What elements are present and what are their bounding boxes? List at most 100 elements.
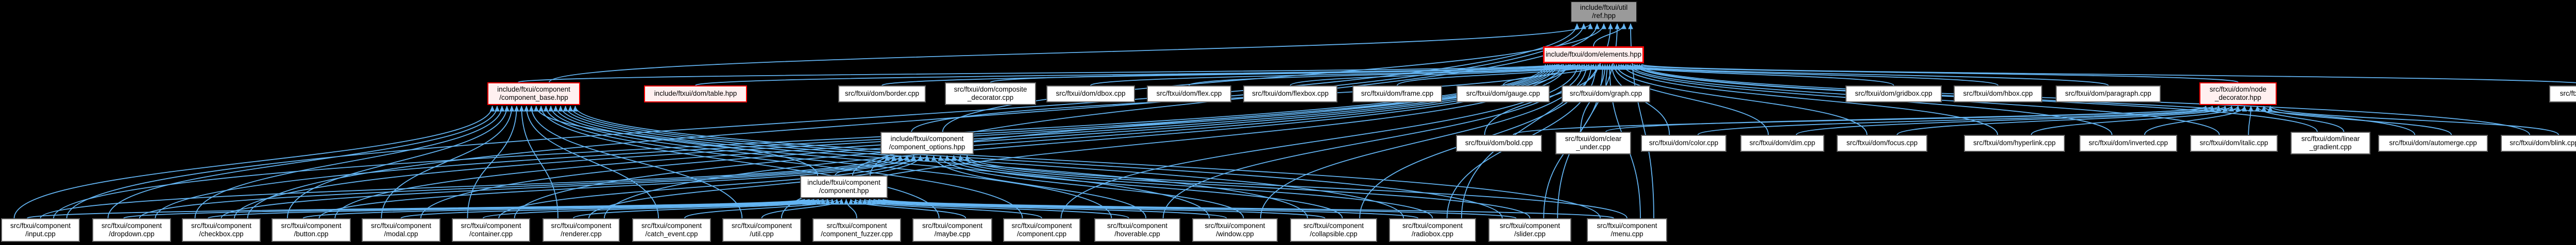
edge-maybe-cpp-to-component-base-hpp (538, 106, 940, 219)
graph-node-bold-cpp[interactable]: src/ftxui/dom/bold.cpp (1456, 135, 1542, 152)
edge-radiobox-cpp-to-component-hpp (871, 199, 1419, 219)
graph-node-window-cpp[interactable]: src/ftxui/component /window.cpp (1192, 218, 1278, 242)
graph-node-hoverable-cpp[interactable]: src/ftxui/component /hoverable.cpp (1094, 218, 1180, 242)
edge-component-base-hpp-to-ref-hpp (549, 23, 1593, 83)
edge-italic-cpp-to-node-decorator-hpp (2248, 106, 2254, 135)
edge-paragraph-cpp-to-elements-hpp (1623, 64, 2109, 86)
edge-radiobox-cpp-to-component-options-hpp (951, 155, 1433, 219)
graph-node-collapsible-cpp[interactable]: src/ftxui/component /collapsible.cpp (1290, 218, 1377, 242)
graph-node-italic-cpp[interactable]: src/ftxui/dom/italic.cpp (2190, 135, 2278, 152)
graph-node-flexbox-cpp[interactable]: src/ftxui/dom/flexbox.cpp (1243, 85, 1337, 102)
edge-elements-hpp-to-ref-hpp (1593, 23, 1627, 47)
edge-component-hpp-to-component-base-hpp (533, 106, 818, 176)
edge-hoverable-cpp-to-elements-hpp (1162, 64, 1585, 219)
edge-checkbox-cpp-to-component-hpp (208, 199, 817, 219)
edge-input-cpp-to-ref-hpp (66, 23, 1580, 219)
graph-node-hbox-cpp[interactable]: src/ftxui/dom/hbox.cpp (1954, 85, 2042, 102)
graph-node-maybe-cpp[interactable]: src/ftxui/component /maybe.cpp (912, 218, 992, 242)
graph-node-checkbox-cpp[interactable]: src/ftxui/component /checkbox.cpp (182, 218, 261, 242)
edge-button-cpp-to-component-hpp (302, 199, 821, 219)
graph-node-table-hpp[interactable]: include/ftxui/dom/table.hpp (644, 85, 747, 102)
graph-node-frame-cpp[interactable]: src/ftxui/dom/frame.cpp (1352, 85, 1442, 102)
edge-dim-cpp-to-node-decorator-hpp (1795, 106, 2228, 135)
edge-slider-cpp-to-component-base-hpp (568, 106, 1503, 219)
graph-node-graph-cpp[interactable]: src/ftxui/dom/graph.cpp (1562, 85, 1650, 102)
graph-node-paragraph-cpp[interactable]: src/ftxui/dom/paragraph.cpp (2056, 85, 2161, 102)
edge-input-cpp-to-component-base-hpp (13, 106, 495, 219)
edge-checkbox-cpp-to-component-base-hpp (194, 106, 505, 219)
edge-hyperlink-cpp-to-node-decorator-hpp (2030, 106, 2241, 135)
graph-node-button-cpp[interactable]: src/ftxui/component /button.cpp (272, 218, 351, 242)
graph-node-dim-cpp[interactable]: src/ftxui/dom/dim.cpp (1740, 135, 1824, 152)
edge-menu-cpp-to-component-hpp (880, 199, 1614, 219)
edge-collapsible-cpp-to-component-hpp (867, 199, 1326, 219)
edge-window-cpp-to-component-options-hpp (938, 155, 1244, 219)
graph-node-dbox-cpp[interactable]: src/ftxui/dom/dbox.cpp (1046, 85, 1135, 102)
graph-node-inverted-cpp[interactable]: src/ftxui/dom/inverted.cpp (2079, 135, 2177, 152)
graph-node-dropdown-cpp[interactable]: src/ftxui/component /dropdown.cpp (92, 218, 171, 242)
graph-node-canvas-cpp[interactable]: src/ftxui/dom/canvas.cpp (2549, 85, 2576, 102)
edge-color-cpp-to-node-decorator-hpp (1697, 106, 2222, 135)
graph-node-component-fuzzer-cpp[interactable]: src/ftxui/component /component_fuzzer.cp… (812, 218, 901, 242)
graph-node-focus-cpp[interactable]: src/ftxui/dom/focus.cpp (1837, 135, 1927, 152)
graph-node-menu-cpp[interactable]: src/ftxui/component /menu.cpp (1587, 218, 1667, 242)
edge-slider-cpp-to-component-options-hpp (958, 155, 1531, 219)
edge-inverted-cpp-to-node-decorator-hpp (2144, 106, 2247, 135)
graph-node-component-base-hpp[interactable]: include/ftxui/component /component_base.… (487, 82, 580, 105)
edge-canvas-cpp-to-elements-hpp (1639, 64, 2576, 83)
graph-node-node-decorator-hpp[interactable]: src/ftxui/dom/node _decorator.hpp (2199, 82, 2277, 105)
edge-container-cpp-to-component-base-hpp (467, 106, 519, 219)
graph-node-blink-cpp[interactable]: src/ftxui/dom/blink.cpp (2501, 135, 2576, 152)
graph-node-border-cpp[interactable]: src/ftxui/dom/border.cpp (838, 85, 926, 102)
edge-modal-cpp-to-component-base-hpp (381, 106, 515, 219)
edge-focus-cpp-to-elements-hpp (1614, 64, 1868, 135)
edge-dropdown-cpp-to-component-base-hpp (107, 106, 500, 219)
graph-node-ref-hpp[interactable]: include/ftxui/util /ref.hpp (1570, 1, 1637, 23)
edge-dropdown-cpp-to-component-options-hpp (139, 155, 896, 219)
edge-container-cpp-to-component-hpp (482, 199, 831, 219)
edge-blink-cpp-to-node-decorator-hpp (2267, 106, 2559, 135)
graph-node-radiobox-cpp[interactable]: src/ftxui/component /radiobox.cpp (1389, 218, 1476, 242)
edge-checkbox-cpp-to-component-options-hpp (221, 155, 903, 219)
graph-node-catch-event-cpp[interactable]: src/ftxui/component /catch_event.cpp (632, 218, 711, 242)
edge-composite-decorator-cpp-to-elements-hpp (990, 64, 1578, 83)
graph-node-clear-under-cpp[interactable]: src/ftxui/dom/clear _under.cpp (1555, 132, 1631, 154)
graph-node-renderer-cpp[interactable]: src/ftxui/component /renderer.cpp (543, 218, 620, 242)
graph-node-util-cpp[interactable]: src/ftxui/component /util.cpp (722, 218, 801, 242)
graph-node-hyperlink-cpp[interactable]: src/ftxui/dom/hyperlink.cpp (1964, 135, 2065, 152)
edge-checkbox-cpp-to-ref-hpp (247, 23, 1586, 219)
edge-modal-cpp-to-component-hpp (400, 199, 826, 219)
graph-node-color-cpp[interactable]: src/ftxui/dom/color.cpp (1641, 135, 1726, 152)
edge-input-cpp-to-elements-hpp (53, 64, 1548, 219)
edge-container-cpp-to-component-options-hpp (498, 155, 917, 219)
edge-component-cpp-to-component-base-hpp (543, 106, 1023, 219)
graph-node-composite-decorator-cpp[interactable]: src/ftxui/dom/composite _decorator.cpp (945, 82, 1036, 105)
graph-node-gauge-cpp[interactable]: src/ftxui/dom/gauge.cpp (1456, 85, 1550, 102)
edge-catch-event-cpp-to-component-hpp (684, 199, 840, 219)
graph-node-input-cpp[interactable]: src/ftxui/component /input.cpp (1, 218, 80, 242)
graph-node-linear-gradient-cpp[interactable]: src/ftxui/dom/linear _gradient.cpp (2291, 132, 2370, 154)
graph-node-modal-cpp[interactable]: src/ftxui/component /modal.cpp (362, 218, 440, 242)
edge-radiobox-cpp-to-component-base-hpp (563, 106, 1404, 219)
graph-node-component-options-hpp[interactable]: include/ftxui/component /component_optio… (880, 132, 974, 154)
graph-node-slider-cpp[interactable]: src/ftxui/component /slider.cpp (1488, 218, 1571, 242)
graph-node-container-cpp[interactable]: src/ftxui/component /container.cpp (452, 218, 530, 242)
graph-node-automerge-cpp[interactable]: src/ftxui/dom/automerge.cpp (2378, 135, 2488, 152)
graph-node-flex-cpp[interactable]: src/ftxui/dom/flex.cpp (1147, 85, 1231, 102)
edge-collapsible-cpp-to-component-base-hpp (558, 106, 1308, 219)
edge-menu-cpp-to-component-options-hpp (964, 155, 1628, 219)
edge-hoverable-cpp-to-component-base-hpp (548, 106, 1112, 219)
edge-renderer-cpp-to-component-base-hpp (519, 106, 558, 219)
edge-component-hpp-to-component-options-hpp (835, 155, 930, 176)
graph-node-elements-hpp[interactable]: include/ftxui/dom/elements.hpp (1543, 46, 1644, 63)
graph-node-component-hpp[interactable]: include/ftxui/component /component.hpp (800, 176, 888, 198)
edge-automerge-cpp-to-node-decorator-hpp (2261, 106, 2452, 135)
edge-slider-cpp-to-component-hpp (876, 199, 1517, 219)
graph-node-component-cpp[interactable]: src/ftxui/component /component.cpp (1003, 218, 1080, 242)
edge-button-cpp-to-component-base-hpp (286, 106, 510, 219)
edge-util-cpp-to-component-base-hpp (529, 106, 743, 219)
edge-component-base-hpp-to-elements-hpp (518, 64, 1561, 83)
edge-renderer-cpp-to-component-hpp (573, 199, 835, 219)
graph-node-gridbox-cpp[interactable]: src/ftxui/dom/gridbox.cpp (1845, 85, 1942, 102)
